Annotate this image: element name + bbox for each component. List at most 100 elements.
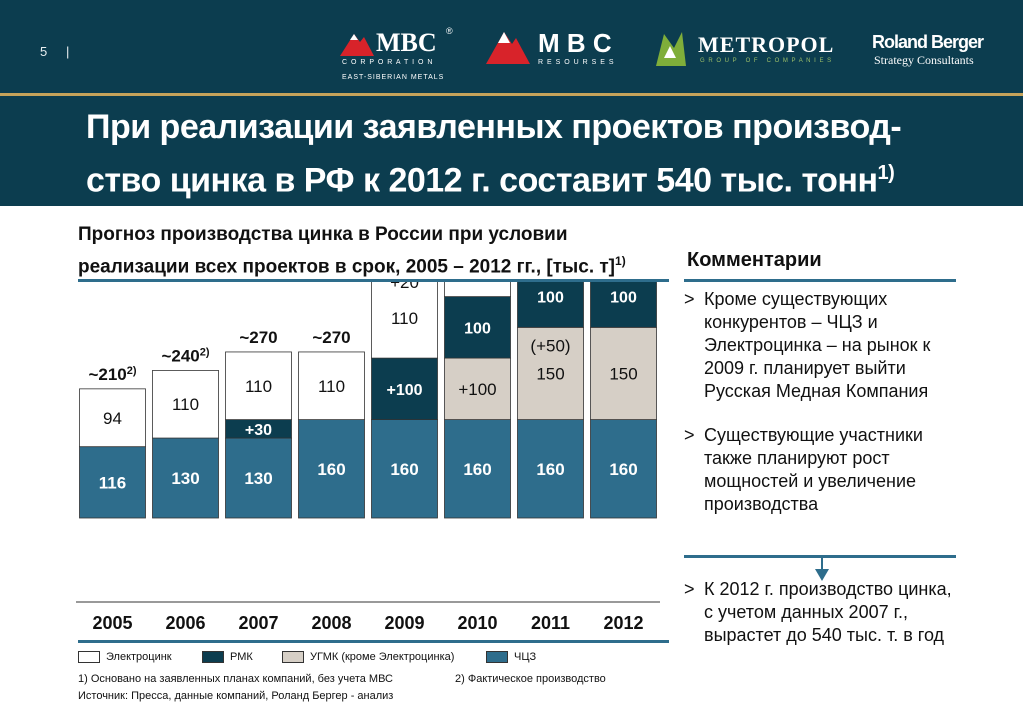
legend-swatch xyxy=(486,651,508,663)
comment-text: Кроме существующих конкурентов – ЧЦЗ и Э… xyxy=(704,289,931,401)
x-axis-label: 2008 xyxy=(311,613,351,633)
bar-segment-electrozinc xyxy=(444,282,511,297)
bar-segment-label: +30 xyxy=(245,422,272,439)
bar-segment-label: 160 xyxy=(390,460,418,479)
title-line-1: При реализации заявленных проектов произ… xyxy=(86,108,902,146)
bullet-marker: > xyxy=(684,579,695,599)
bar-segment-electrozinc xyxy=(225,351,292,420)
source-note: Источник: Пресса, данные компаний, Ролан… xyxy=(78,690,394,702)
bar-segment-rmk xyxy=(371,357,438,420)
mountain-icon xyxy=(340,34,374,56)
title-bar xyxy=(0,96,1023,206)
page-number: 5 xyxy=(40,44,48,59)
x-axis-label: 2006 xyxy=(165,613,205,633)
roland-name: Roland Berger xyxy=(872,32,984,52)
chart-bottom-rule xyxy=(78,640,669,643)
legend-swatch xyxy=(202,651,224,663)
bar-segment-electrozinc xyxy=(298,351,365,420)
metropol-icon xyxy=(656,32,686,66)
chart-top-rule xyxy=(78,279,669,282)
bar-segment-label: 110 xyxy=(318,377,345,396)
footnote-2: 2) Фактическое производство xyxy=(455,673,606,685)
bar-segment-rmk xyxy=(517,282,584,328)
x-axis-label: 2011 xyxy=(531,613,570,633)
bar-total-label: ~2102) xyxy=(88,365,136,384)
chart-title-line-2: реализации всех проектов в срок, 2005 – … xyxy=(78,248,678,280)
total-footnote-mark: 2) xyxy=(127,365,137,377)
comment-text: Существующие участники также планируют р… xyxy=(704,425,923,514)
comments-middle-rule xyxy=(684,555,956,558)
bar-annotation: (+50) xyxy=(530,336,570,355)
mbc-corp-name: MBC xyxy=(376,28,437,57)
mbc-resources-logo: M B C R E S O U R S E S xyxy=(486,26,626,76)
bar-segment-label: 130 xyxy=(171,469,199,488)
x-axis-label: 2009 xyxy=(384,613,424,633)
comment-item-2: > Существующие участники также планируют… xyxy=(684,424,954,524)
title-line-2-text: ство цинка в РФ к 2012 г. составит 540 т… xyxy=(86,161,878,200)
bar-segment-ugmk xyxy=(444,357,511,420)
x-axis-label: 2007 xyxy=(238,613,278,633)
comment-item-1: > Кроме существующих конкурентов – ЧЦЗ и… xyxy=(684,288,954,408)
bar-segment-electrozinc xyxy=(371,282,438,359)
legend-swatch xyxy=(78,651,100,663)
bar-segment-label: 100 xyxy=(464,320,491,337)
bar-segment-chz xyxy=(152,437,219,519)
mbc-reg-mark: ® xyxy=(446,26,453,36)
bar-segment-electrozinc xyxy=(79,388,146,448)
legend-swatch xyxy=(282,651,304,663)
bar-segment-rmk xyxy=(590,282,657,328)
bar-segment-label: 110 xyxy=(245,377,272,396)
bar-annotation: +20 xyxy=(390,282,419,292)
comment-text: К 2012 г. производство цинка, с учетом д… xyxy=(704,579,952,645)
mbc-res-sub: R E S O U R S E S xyxy=(538,59,615,66)
bar-segment-chz xyxy=(444,419,511,519)
bar-segment-chz xyxy=(225,437,292,519)
x-axis-label: 2012 xyxy=(603,613,643,633)
mountain-icon xyxy=(486,32,530,64)
roland-berger-logo: Roland Berger Strategy Consultants xyxy=(872,32,1012,72)
x-axis-label: 2005 xyxy=(92,613,132,633)
bar-total-label: ~270 xyxy=(239,328,277,347)
bar-segment-label: 160 xyxy=(609,460,637,479)
bar-segment-chz xyxy=(298,419,365,519)
page-title: При реализации заявленных проектов произ… xyxy=(86,104,986,203)
bar-segment-label: 100 xyxy=(537,290,564,307)
bar-segment-electrozinc xyxy=(152,370,219,439)
bar-segment-label: 94 xyxy=(103,409,122,428)
bar-segment-label: 160 xyxy=(317,460,345,479)
bar-segment-chz xyxy=(371,419,438,519)
comment-conclusion: > К 2012 г. производство цинка, с учетом… xyxy=(684,578,954,678)
comments-heading: Комментарии xyxy=(687,249,822,271)
bar-segment-label: +100 xyxy=(458,380,496,399)
zinc-production-chart: 116 94 ~2102) 2005 130 110 ~2402) 2006 130 +30 110… xyxy=(76,282,660,633)
bullet-marker: > xyxy=(684,289,695,309)
bar-segment-chz xyxy=(79,446,146,519)
page-separator: | xyxy=(66,44,70,59)
legend-label: УГМК (кроме Электроцинка) xyxy=(310,651,455,663)
bar-segment-chz xyxy=(590,419,657,519)
mbc-res-name: M B C xyxy=(538,28,612,58)
chart-title-line-2-text: реализации всех проектов в срок, 2005 – … xyxy=(78,256,616,278)
bar-segment-label: 150 xyxy=(609,364,637,383)
bar-segment-label: 110 xyxy=(172,395,199,414)
bar-total-label: ~2402) xyxy=(161,346,209,365)
bar-segment-label: 100 xyxy=(610,290,637,307)
legend-label: Электроцинк xyxy=(106,651,172,663)
mbc-corp-sub1: C O R P O R A T I O N xyxy=(342,59,434,66)
bar-segment-ugmk xyxy=(517,326,584,420)
chart-title: Прогноз производства цинка в России при … xyxy=(78,222,678,280)
bar-segment-label: 160 xyxy=(536,460,564,479)
chart-title-footnote-mark: 1) xyxy=(615,254,626,268)
metropol-logo: METROPOL G R O U P O F C O M P A N I E S xyxy=(652,28,852,74)
bar-segment-label: 110 xyxy=(391,309,418,328)
metropol-name: METROPOL xyxy=(698,32,835,57)
header-divider xyxy=(0,93,1023,96)
bar-segment-label: 116 xyxy=(99,473,126,492)
bar-segment-label: 130 xyxy=(244,469,272,488)
total-footnote-mark: 2) xyxy=(200,346,210,358)
bullet-marker: > xyxy=(684,425,695,445)
mbc-corporation-logo: MBC ® C O R P O R A T I O N EAST-SIBERIA… xyxy=(340,26,460,86)
down-arrow-icon xyxy=(815,557,829,581)
bar-segment-label: 150 xyxy=(536,364,564,383)
legend-label: РМК xyxy=(230,651,253,663)
